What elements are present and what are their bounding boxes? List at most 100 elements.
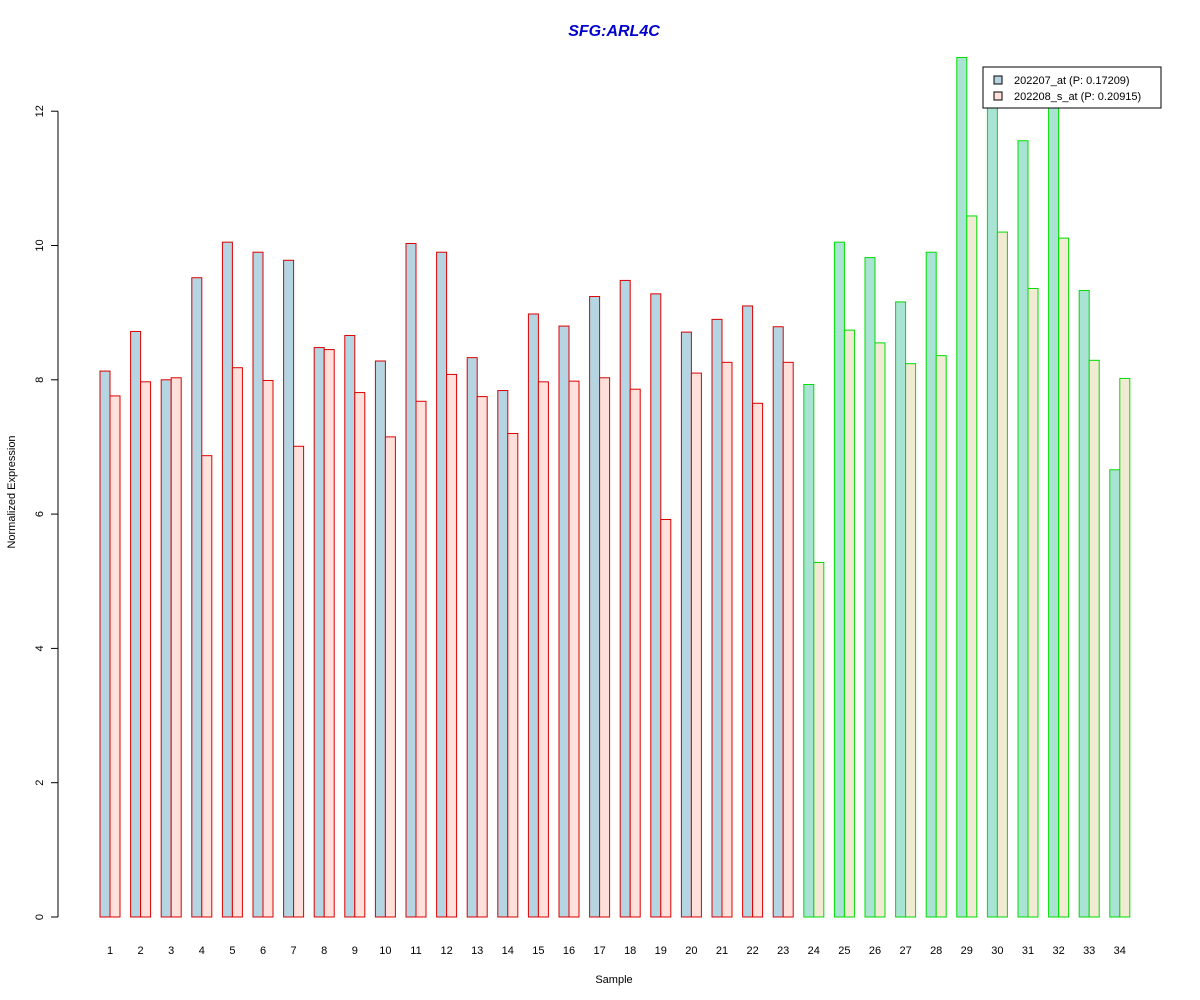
- legend: 202207_at (P: 0.17209) 202208_s_at (P: 0.…: [982, 66, 1162, 109]
- bar-series1-sample-18: [619, 279, 631, 918]
- bar-series1-sample-10: [374, 360, 386, 918]
- y-axis-label: Normalized Expression: [6, 435, 18, 548]
- bar-series1-sample-20: [680, 331, 692, 918]
- bar-series2-sample-33: [1088, 359, 1100, 918]
- x-tick-label: 18: [624, 945, 636, 957]
- bar-series1-sample-28: [925, 251, 937, 918]
- x-tick-label: 26: [869, 945, 881, 957]
- bar-series2-sample-15: [537, 381, 549, 918]
- x-tick-label: 20: [685, 945, 697, 957]
- bar-series2-sample-14: [507, 433, 519, 918]
- bar-series2-sample-6: [262, 379, 274, 918]
- y-tick-label: 6: [34, 511, 46, 517]
- bar-series1-sample-34: [1109, 469, 1121, 918]
- bar-series2-sample-28: [935, 355, 947, 918]
- bar-series1-sample-3: [160, 379, 172, 918]
- x-tick-label: 7: [291, 945, 297, 957]
- bar-series1-sample-1: [99, 370, 111, 918]
- bar-series2-sample-34: [1119, 377, 1131, 918]
- x-tick-label: 11: [410, 945, 421, 957]
- x-tick-label: 1: [107, 945, 113, 957]
- chart-title: SFG:ARL4C: [568, 23, 660, 40]
- bar-series1-sample-9: [344, 334, 356, 918]
- x-tick-label: 4: [199, 945, 205, 957]
- bar-series1-sample-6: [252, 251, 264, 918]
- x-axis-label: Sample: [595, 974, 632, 986]
- bar-series1-sample-11: [405, 242, 417, 918]
- bar-series2-sample-29: [966, 215, 978, 918]
- bar-series2-sample-31: [1027, 287, 1039, 918]
- x-tick-label: 17: [593, 945, 605, 957]
- bar-series2-sample-4: [201, 455, 213, 918]
- bar-series2-sample-18: [629, 388, 641, 918]
- bar-series2-sample-20: [690, 372, 702, 918]
- x-tick-label: 12: [440, 945, 452, 957]
- x-tick-label: 22: [746, 945, 758, 957]
- bar-series2-sample-16: [568, 380, 580, 918]
- bar-series2-sample-19: [660, 518, 672, 918]
- bar-series2-sample-3: [170, 377, 182, 918]
- x-tick-label: 34: [1114, 945, 1126, 957]
- bar-series1-sample-2: [130, 330, 142, 918]
- bar-series2-sample-25: [843, 329, 855, 918]
- x-tick-label: 3: [168, 945, 174, 957]
- bar-series2-sample-12: [446, 373, 458, 918]
- bar-series1-sample-31: [1017, 140, 1029, 918]
- bar-series2-sample-21: [721, 361, 733, 918]
- bar-series2-sample-27: [905, 363, 917, 918]
- x-tick-label: 13: [471, 945, 483, 957]
- bar-series1-sample-7: [283, 259, 295, 918]
- bar-series1-sample-19: [650, 293, 662, 918]
- bar-series2-sample-11: [415, 400, 427, 918]
- y-tick-label: 2: [34, 780, 46, 786]
- x-tick-label: 27: [899, 945, 911, 957]
- x-tick-label: 23: [777, 945, 789, 957]
- x-tick-label: 10: [379, 945, 391, 957]
- x-tick-label: 21: [716, 945, 728, 957]
- y-tick-label: 8: [34, 377, 46, 383]
- bar-series2-sample-8: [323, 349, 335, 918]
- bar-series2-sample-9: [354, 392, 366, 918]
- legend-label-1: 202207_at (P: 0.17209): [1014, 75, 1130, 87]
- bar-series1-sample-33: [1078, 289, 1090, 918]
- bar-series1-sample-8: [313, 347, 325, 918]
- x-tick-label: 6: [260, 945, 266, 957]
- bar-series2-sample-10: [384, 436, 396, 918]
- bar-series1-sample-27: [895, 301, 907, 918]
- bar-series1-sample-4: [191, 277, 203, 918]
- bar-series1-sample-29: [956, 56, 968, 918]
- bar-series2-sample-2: [140, 381, 152, 918]
- y-tick-label: 10: [34, 239, 46, 251]
- bar-series1-sample-13: [466, 357, 478, 918]
- bar-series2-sample-32: [1058, 237, 1070, 918]
- bar-series1-sample-12: [436, 251, 448, 918]
- bar-series1-sample-23: [772, 326, 784, 918]
- x-tick-label: 8: [321, 945, 327, 957]
- bar-series2-sample-17: [599, 377, 611, 918]
- bar-series1-sample-17: [589, 296, 601, 918]
- bar-series2-sample-30: [996, 231, 1008, 918]
- bar-series1-sample-32: [1048, 103, 1060, 918]
- bar-series1-sample-15: [527, 313, 539, 918]
- bar-series1-sample-16: [558, 325, 570, 918]
- y-axis: 0 2 4 6 8 10 12: [34, 105, 59, 920]
- x-tick-label: 28: [930, 945, 942, 957]
- x-tick-label: 14: [502, 945, 514, 957]
- x-tick-label: 16: [563, 945, 575, 957]
- bar-series2-sample-7: [293, 445, 305, 918]
- bar-series2-sample-13: [476, 396, 488, 918]
- x-tick-label: 24: [808, 945, 820, 957]
- x-tick-label: 5: [229, 945, 235, 957]
- x-tick-label: 25: [838, 945, 850, 957]
- bar-series1-sample-14: [497, 390, 509, 918]
- x-tick-label: 30: [991, 945, 1003, 957]
- y-tick-label: 0: [34, 914, 46, 920]
- bar-series2-sample-24: [813, 561, 825, 918]
- bar-series1-sample-25: [833, 241, 845, 918]
- x-tick-label: 31: [1022, 945, 1034, 957]
- x-tick-label: 29: [961, 945, 973, 957]
- bar-series2-sample-23: [782, 361, 794, 918]
- bar-series1-sample-24: [803, 384, 815, 918]
- y-tick-label: 12: [34, 105, 46, 117]
